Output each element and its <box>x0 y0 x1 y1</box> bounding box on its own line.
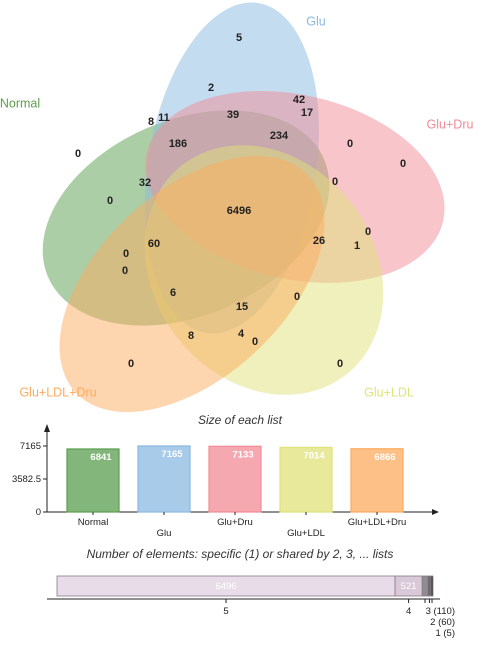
venn-set-label: Normal <box>0 96 40 110</box>
stacked-segment-value: 521 <box>401 581 417 592</box>
bar-value-label: 7165 <box>161 449 183 460</box>
venn-region-count: 8 <box>188 330 194 342</box>
bar-value-label: 6841 <box>90 452 112 463</box>
bar-chart-title: Size of each list <box>198 413 283 427</box>
stacked-segment <box>430 575 434 597</box>
x-axis-arrow-icon <box>432 509 439 515</box>
venn-region-count: 0 <box>347 138 353 150</box>
bar <box>208 445 262 513</box>
venn-region-count: 0 <box>365 226 371 238</box>
y-tick-label: 0 <box>36 507 41 518</box>
stacked-segment-value: 6496 <box>215 581 236 592</box>
venn-region-count: 6496 <box>227 205 251 217</box>
venn-region-count: 0 <box>337 358 343 370</box>
venn-region-count: 17 <box>301 107 313 119</box>
venn-region-count: 186 <box>169 138 187 150</box>
venn-region-count: 0 <box>107 195 113 207</box>
stacked-tick-label: 4 <box>406 606 411 617</box>
venn-set-label: Glu+LDL+Dru <box>19 385 96 399</box>
venn-region-count: 32 <box>139 177 151 189</box>
venn-region-count: 15 <box>236 301 248 313</box>
venn-region-count: 0 <box>332 176 338 188</box>
venn-set-label: Glu+LDL <box>364 385 414 399</box>
y-tick-label: 7165 <box>20 441 41 452</box>
y-tick-label: 3582.5 <box>12 474 41 485</box>
bar-value-label: 7133 <box>232 449 253 460</box>
list-size-bar-chart: Size of each list 7165 3582.5 0 6841 Normal 71… <box>12 413 439 539</box>
venn-region-count: 4 <box>238 328 245 340</box>
venn-region-count: 1 <box>354 240 360 252</box>
stacked-tick-label: 2 (60) <box>430 617 455 628</box>
venn-region-count: 0 <box>122 265 128 277</box>
category-label: Glu+Dru <box>217 517 253 528</box>
shared-elements-stacked-bar: Number of elements: specific (1) or shar… <box>47 547 455 639</box>
venn-diagram: Normal Glu Glu+Dru Glu+LDL Glu+LDL+Dru 6496 5 2… <box>0 2 474 413</box>
bar-value-label: 7014 <box>303 450 325 461</box>
venn-region-count: 2 <box>208 82 214 94</box>
venn-region-count: 60 <box>148 238 160 250</box>
venn-region-count: 0 <box>128 358 134 370</box>
category-label: Normal <box>78 517 109 528</box>
venn-region-count: 0 <box>400 158 406 170</box>
venn-region-count: 39 <box>227 109 239 121</box>
venn-region-count: 0 <box>75 148 81 160</box>
stacked-tick-label: 1 (5) <box>435 628 455 639</box>
venn-region-count: 234 <box>270 130 289 142</box>
venn-set-label: Glu <box>306 14 326 28</box>
venn-region-count: 8 <box>148 116 154 128</box>
stacked-segment <box>421 575 429 597</box>
venn-region-count: 11 <box>158 112 170 124</box>
stacked-segment <box>427 575 432 597</box>
venn-set-label: Glu+Dru <box>427 117 474 131</box>
venn-region-count: 42 <box>293 94 305 106</box>
venn-region-count: 0 <box>123 248 129 260</box>
category-label: Glu+LDL+Dru <box>348 517 407 528</box>
stacked-tick-label: 5 <box>223 606 228 617</box>
bar-value-label: 6866 <box>374 452 395 463</box>
category-label: Glu <box>157 528 172 539</box>
venn-region-count: 6 <box>170 287 176 299</box>
venn-region-count: 0 <box>252 336 258 348</box>
venn-region-count: 5 <box>236 32 242 44</box>
category-label: Glu+LDL <box>287 528 325 539</box>
venn-region-count: 26 <box>313 235 325 247</box>
stacked-tick-label: 3 (110) <box>426 606 455 617</box>
stacked-bar-title: Number of elements: specific (1) or shar… <box>87 547 394 561</box>
venn-set-glu-ldl-dru <box>59 155 325 413</box>
venn-region-count: 0 <box>294 291 300 303</box>
y-axis-arrow-icon <box>44 424 50 432</box>
